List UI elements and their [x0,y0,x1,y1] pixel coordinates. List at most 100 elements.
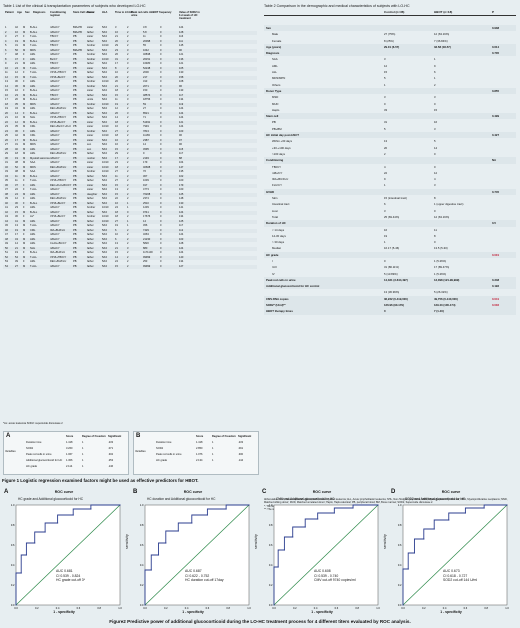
y-tick-label: 0.2 [398,583,402,587]
table-row: 52 54 M T-ALL VP16+TBI/CY PB father 5/10 14 2 9999… [3,255,257,260]
roc-point [25,554,27,556]
hbot-value: 11 [434,227,437,232]
y-tick-label: 0.8 [398,523,402,527]
table-cell: 102 [179,174,184,178]
table-cell: mBu/CY [50,89,60,92]
table-cell: 6 [115,237,117,241]
table-cell: Bu/CY [50,57,58,61]
table-cell: 2 [127,143,129,146]
roc-point [150,569,152,571]
table-cell: father [87,197,94,200]
x-tick-label: 0.6 [77,606,81,610]
table-cell: 5/10 [102,179,108,182]
table-cell: SAA [30,170,36,173]
table-cell: M [23,165,26,169]
table-cell: 44 [5,219,8,223]
hbot-value: 14 [434,145,438,150]
table-cell: 5/10 [102,260,108,263]
table-cell: 16 [15,89,18,92]
chart-title: ROC curve [54,490,74,494]
table-cell: PB [73,71,77,74]
roc-point [317,518,319,520]
roc-svg: 0.00.00.20.20.40.40.60.60.80.81.01.0 [398,503,509,610]
table-cell: 26 [5,138,8,142]
table-cell: 0 [160,188,162,191]
table-cell: 115 [179,147,184,151]
roc-svg: 0.00.00.20.20.40.40.60.60.80.81.01.0 [11,503,122,610]
hbot-value: 2 [434,82,436,87]
roc-svg: 0.00.00.20.20.40.40.60.60.80.81.01.0 [140,503,251,610]
table-cell: F [23,183,25,187]
table-cell: 5/10 [102,107,108,110]
table-cell: mBu/CY [50,246,60,250]
table-cell: 5/10 [102,120,108,124]
row-label: FLU/CY [272,183,282,188]
table-cell: 39 [5,197,8,200]
table-cell: F [23,35,25,38]
subtable-letter: A [6,433,11,439]
table-cell: 88 [179,156,182,160]
table-cell: father [87,224,94,227]
table-cell: 22 [5,120,8,124]
table-cell: 34 [15,107,18,110]
y-tick-label: 0.0 [398,603,402,607]
table-cell: M [23,143,26,146]
table-cell: 96 [179,134,182,137]
roc-point [448,519,450,521]
table-cell: 2 [127,237,129,241]
table1-body: 1 42 M B-ALL mBu/CY BM+PB sister 5/10 3 2 3.8 0 124 2… [3,26,257,269]
table-cell: M [23,138,26,142]
table-cell: 121 [179,62,184,65]
row-label: IDA+BU/FLU [272,177,289,182]
table-cell: 17 [15,138,18,142]
table-cell: 5/10 [102,129,108,133]
p-value: 0.5 [492,221,496,226]
table-cell: 20 [115,39,118,43]
chart-title: ROC curve [312,490,332,494]
roc-point [273,604,275,606]
subtable-cell: HC grade [26,465,38,468]
subtable-cell: 1 [82,459,84,462]
hbot-value: 13.5 (5-30) [434,246,448,251]
table-cell: 148 [179,197,184,200]
table-row: Male 27 (75%) 12 (63.16%) [264,31,516,37]
table-cell: PB [73,152,77,155]
subtable-cell: Duration time [156,441,172,444]
table-cell: PB [73,111,77,115]
table-cell: M [23,48,26,52]
table-cell: 0 [160,215,162,218]
table-cell: 19 [115,102,118,106]
table-cell: 19 [115,224,118,227]
y-tick-label: 0.0 [269,603,273,607]
table-cell: 42 [5,210,8,214]
row-label: < 14 days [272,227,285,232]
table-cell: brother [87,129,96,133]
table-cell: 12 [15,71,18,74]
roc-svg: 0.00.00.20.20.40.40.60.60.80.81.01.0 [269,503,380,610]
table-row: 25 42 M CML mBu/CY PB sister 10/10 18 2 11183 0 96 [3,134,257,139]
table-row: 31 38 M SAA mBu/CY PB sister 10/10 23 2 179 0 104 [3,161,257,166]
subtable-cell: 2.850 [196,447,203,450]
table-cell: AML [30,84,36,88]
table-cell: mBu/CY [50,111,60,115]
table-row: 40 30 F B-ALL VP16+Bu/CY PB father 5/10 16 1 2510 0… [3,201,257,206]
table-cell: 96 [179,84,182,88]
table-cell: 5/10 [102,192,108,196]
annotation-line: AUC 0.673 [443,569,460,573]
table-cell: 32 [5,165,8,169]
table-cell: father [87,237,94,241]
x-tick-label: 0.2 [164,606,168,610]
table-row: Additional glucocorticoid for HC control… [264,283,516,290]
table-cell: 136 [179,57,184,61]
table-cell: 121 [179,120,184,124]
table-cell: 117 [179,224,184,227]
table-cell: mBu/CY [50,206,60,209]
table-cell: 1 [5,26,7,29]
row-label: Total [272,214,278,219]
table-cell: 117 [179,152,184,155]
table-cell: 37 [15,183,18,187]
p-value: 0.735 [492,51,499,56]
row-label: 14-30 days [272,233,286,238]
x-axis-label: 1 - specificity [440,610,462,614]
hbot-value: 3 [434,95,436,100]
